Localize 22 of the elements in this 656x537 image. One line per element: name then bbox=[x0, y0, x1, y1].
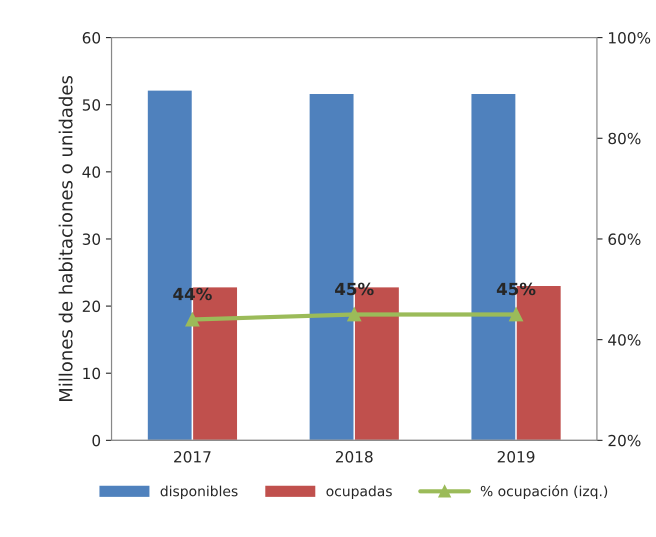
x-tick-label: 2017 bbox=[174, 451, 211, 463]
y2-tick-label: 40% bbox=[608, 334, 640, 346]
legend-label: % ocupación (izq.) bbox=[480, 485, 608, 500]
legend-label: ocupadas bbox=[326, 486, 392, 500]
y-tick-label: 10 bbox=[83, 368, 100, 380]
data-label: 45% bbox=[335, 282, 374, 296]
data-label: 44% bbox=[173, 288, 212, 300]
y-tick-label: 40 bbox=[82, 166, 100, 178]
y2-tick-label: 80% bbox=[608, 132, 640, 144]
x-tick-label: 2018 bbox=[336, 451, 373, 463]
y-axis-title: Millones de habitaciones o unidades bbox=[58, 76, 73, 402]
y2-tick-label: 100% bbox=[609, 32, 650, 44]
y-tick-label: 30 bbox=[82, 233, 100, 245]
y-tick-label: 20 bbox=[82, 300, 100, 312]
y-tick-label: 50 bbox=[82, 99, 100, 111]
x-tick-label: 2019 bbox=[498, 451, 534, 463]
y-tick-label: 60 bbox=[82, 32, 100, 44]
y-tick-label: 0 bbox=[92, 434, 100, 446]
y2-tick-label: 20% bbox=[608, 434, 640, 446]
legend-label: disponibles bbox=[160, 486, 238, 500]
y2-tick-label: 60% bbox=[608, 233, 640, 245]
data-label: 45% bbox=[496, 282, 536, 296]
